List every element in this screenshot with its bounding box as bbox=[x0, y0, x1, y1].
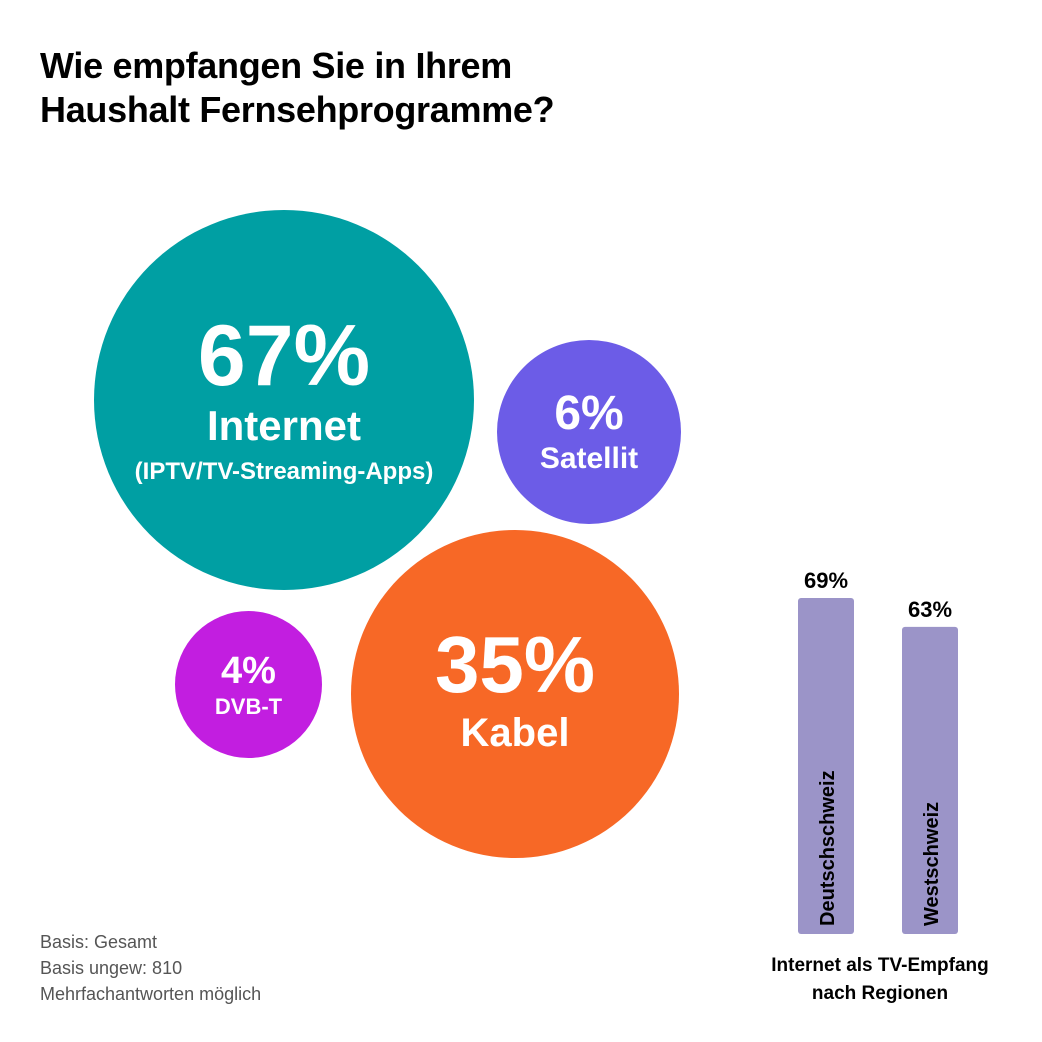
bar-caption-line-1: Internet als TV-Empfang bbox=[771, 955, 989, 976]
bubble-satellit-value: 6% bbox=[554, 387, 624, 440]
footnote-basis: Basis: Gesamt bbox=[40, 932, 158, 952]
bubble-kabel-label: Kabel bbox=[460, 711, 570, 755]
chart-title: Wie empfangen Sie in Ihrem Haushalt Fern… bbox=[40, 44, 680, 132]
bar-category-label: Deutschschweiz bbox=[817, 770, 839, 926]
bar-deutschschweiz bbox=[798, 598, 854, 934]
bar-chart-caption: Internet als TV-Empfang nach Regionen bbox=[740, 952, 1020, 1008]
bubble-dvbt-value: 4% bbox=[221, 649, 276, 692]
footnote-multiple-answers: Mehrfachantworten möglich bbox=[40, 984, 262, 1004]
bar-category-label: Westschweiz bbox=[921, 802, 943, 926]
bubble-internet-label: Internet bbox=[206, 402, 361, 449]
bar-value-label: 69% bbox=[804, 568, 848, 593]
bar-value-label: 63% bbox=[908, 597, 952, 622]
bubble-dvbt-label: DVB-T bbox=[214, 693, 283, 719]
bar-westschweiz bbox=[902, 626, 958, 934]
bubble-satellit-label: Satellit bbox=[539, 442, 639, 475]
bar-caption-line-2: nach Regionen bbox=[811, 983, 949, 1004]
bubble-dvbt: 4% DVB-T bbox=[175, 611, 322, 758]
bubble-kabel: 35% Kabel bbox=[351, 530, 679, 858]
footnote: Basis: Gesamt Basis ungew: 810 Mehrfacha… bbox=[40, 929, 261, 1007]
region-bar-chart: 69% Deutschschweiz 63% Westschweiz bbox=[798, 568, 958, 934]
bubble-kabel-value: 35% bbox=[434, 620, 596, 709]
bubble-internet-sublabel: (IPTV/TV-Streaming-Apps) bbox=[134, 458, 434, 485]
bubble-satellit: 6% Satellit bbox=[497, 340, 681, 524]
bubble-internet-value: 67% bbox=[197, 308, 371, 404]
bubble-internet: 67% Internet (IPTV/TV-Streaming-Apps) bbox=[94, 210, 474, 590]
footnote-sample-size: Basis ungew: 810 bbox=[40, 958, 183, 978]
title-line-2: Haushalt Fernsehprogramme? bbox=[40, 89, 555, 130]
title-line-1: Wie empfangen Sie in Ihrem bbox=[40, 45, 512, 86]
